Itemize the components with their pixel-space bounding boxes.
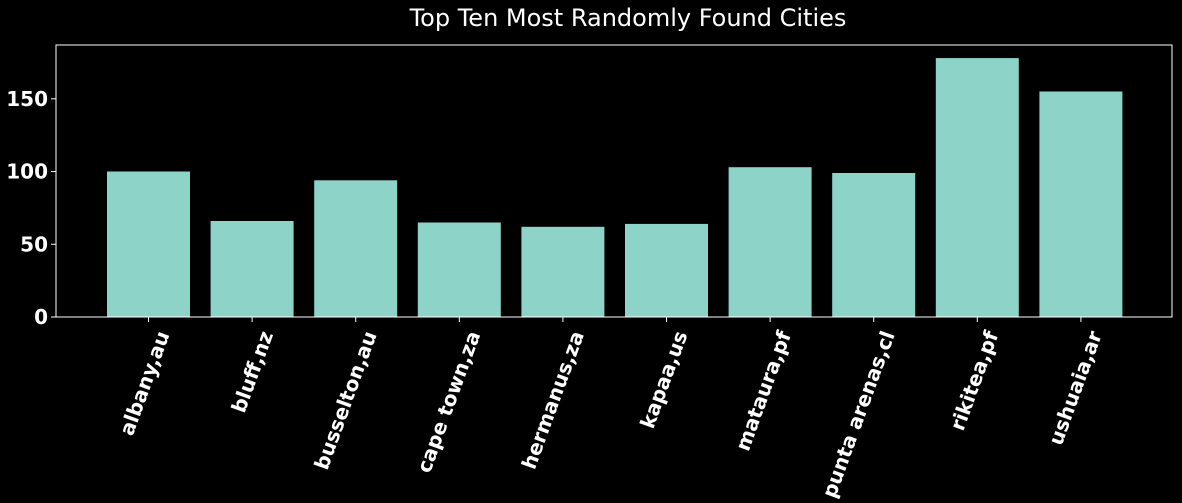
x-tick-label: ushuaia,ar (1043, 328, 1106, 449)
bar-bluff-nz (210, 221, 294, 317)
y-tick-label: 150 (6, 87, 48, 111)
x-tick-label: albany,au (115, 328, 175, 439)
x-tick-label: busselton,au (309, 328, 381, 473)
y-axis: 0 50 100 150 (6, 87, 56, 329)
chart-title: Top Ten Most Randomly Found Cities (409, 4, 847, 32)
bars-group (107, 58, 1123, 317)
bar-albany-au (107, 171, 190, 317)
x-tick-label: bluff,nz (226, 328, 278, 416)
bar-kapaa-us (625, 223, 708, 317)
x-tick-label: kapaa,us (635, 328, 692, 432)
y-tick-label: 50 (20, 232, 48, 256)
x-tick-label: hermanus,za (517, 328, 589, 473)
bar-ushuaia-ar (1039, 91, 1123, 317)
bar-rikitea-pf (935, 58, 1019, 317)
bar-punta-arenas-cl (832, 173, 916, 317)
plot-frame (55, 44, 1173, 318)
x-tick-label: mataura,pf (731, 327, 797, 454)
x-tick-label: rikitea,pf (945, 327, 1003, 433)
bar-busselton-au (314, 180, 398, 317)
x-tick-label: punta arenas,cl (817, 328, 900, 501)
y-tick-label: 100 (6, 160, 48, 184)
bar-cape-town-za (417, 222, 501, 317)
x-axis: albany,au bluff,nz busselton,au cape town,z… (115, 317, 1107, 501)
bar-hermanus-za (521, 226, 605, 317)
bar-mataura-pf (728, 167, 812, 317)
x-tick-label: cape town,za (412, 328, 485, 476)
y-tick-label: 0 (34, 305, 48, 329)
